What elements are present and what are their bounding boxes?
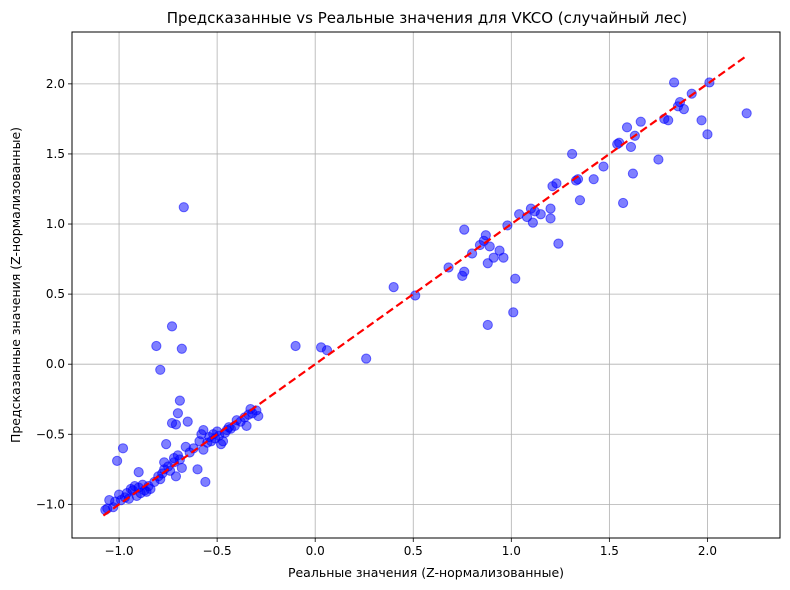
data-point [170,471,182,482]
data-point [217,436,229,447]
data-point [361,353,372,364]
data-point [466,248,478,259]
data-point [459,224,470,235]
data-point [290,340,301,352]
y-tick-label: 0.5 [46,287,65,301]
x-tick-label: 0.5 [404,544,423,558]
data-point [192,464,203,475]
plot-area: −1.0 −0.5 0.0 0.5 1.0 1.5 2.0 −1.0 −0.5 0.0 0.5 1.… [36,31,781,558]
data-point [653,154,664,165]
y-tick-label: −1.0 [36,497,65,511]
data-point [535,209,546,220]
data-point [117,443,129,454]
data-point [574,195,586,206]
x-tick-label: −0.5 [203,544,232,558]
grid-lines [72,32,780,538]
data-point [702,129,713,140]
data-point [161,438,172,450]
x-axis-ticks: −1.0 −0.5 0.0 0.5 1.0 1.5 2.0 [104,538,717,558]
x-tick-label: −1.0 [104,544,133,558]
data-point [198,424,209,436]
data-point [176,462,187,474]
data-point [172,408,184,419]
data-point [588,174,599,185]
data-point [567,148,578,160]
data-point [696,115,707,126]
data-point [112,455,123,467]
y-axis-ticks: −1.0 −0.5 0.0 0.5 1.0 1.5 2.0 [36,77,72,511]
chart-title: Предсказанные vs Реальные значения для V… [167,9,687,27]
data-point [133,467,144,478]
data-point [482,319,493,331]
data-point [741,108,752,119]
x-tick-label: 2.0 [698,544,717,558]
data-point [618,197,629,209]
data-point [155,364,166,375]
data-point [551,178,562,189]
data-point [635,116,646,127]
data-point [678,103,690,115]
data-point [388,282,399,293]
y-axis-label: Предсказанные значения (Z-нормализованны… [8,127,23,443]
x-tick-label: 1.5 [600,544,619,558]
data-point [174,395,185,406]
x-tick-label: 0.0 [306,544,325,558]
data-point [321,345,333,356]
y-tick-label: 1.0 [46,217,65,231]
data-point [488,252,499,263]
data-point [200,476,211,488]
data-point [621,122,633,133]
data-point [553,238,564,249]
data-point [480,230,491,241]
data-point [598,161,609,172]
x-tick-label: 1.0 [502,544,521,558]
data-point [253,410,264,422]
data-point [510,273,521,284]
data-point [182,416,193,427]
y-tick-label: 1.5 [46,147,65,161]
data-point [166,321,178,332]
data-point [241,420,252,431]
y-tick-label: 0.0 [46,357,65,371]
data-point [170,419,182,430]
data-point [176,343,187,354]
x-axis-label: Реальные значения (Z-нормализованные) [288,565,564,580]
data-point [527,217,538,228]
data-point [484,241,495,252]
data-point [545,213,556,224]
y-tick-label: −0.5 [36,427,65,441]
data-point [508,307,519,318]
data-point [625,141,637,153]
data-point [663,115,674,126]
data-point [545,203,556,214]
data-point [151,340,162,352]
y-tick-label: 2.0 [46,77,65,91]
data-point [178,202,189,213]
data-point [668,77,680,88]
data-point [498,252,509,263]
data-point [459,266,470,277]
data-point [627,168,639,179]
plot-frame [71,31,781,539]
